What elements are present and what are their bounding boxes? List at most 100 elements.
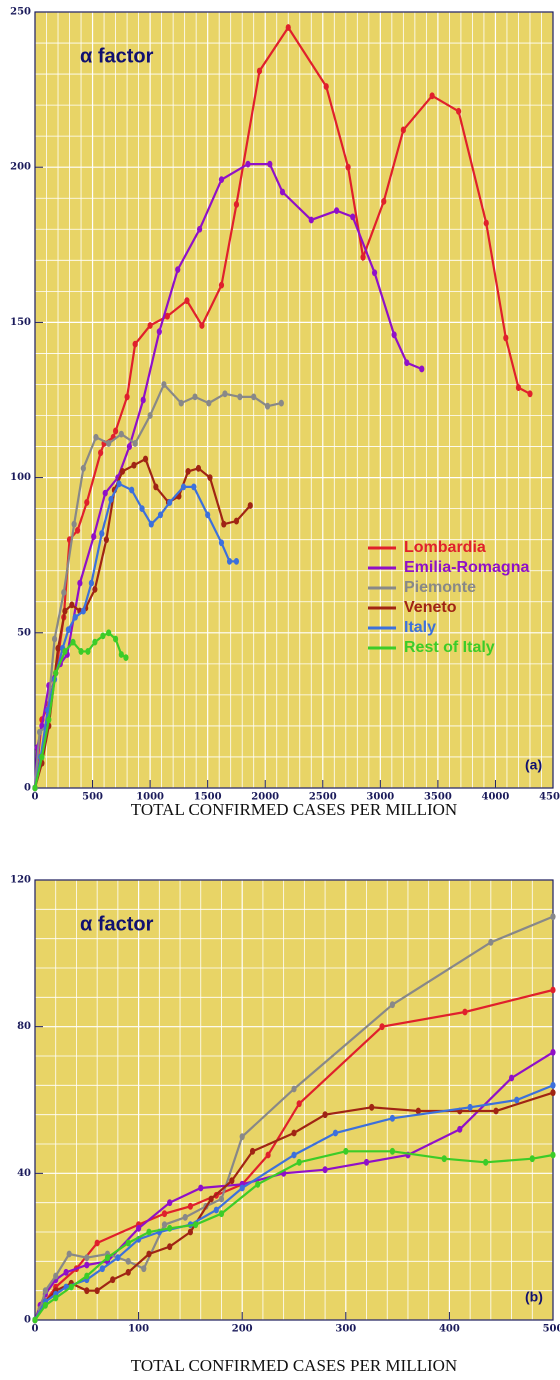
y-tick-label: 40 xyxy=(17,1168,31,1179)
point xyxy=(343,1147,349,1155)
legend-label: Piemonte xyxy=(404,579,476,596)
point xyxy=(92,638,98,646)
point xyxy=(74,526,81,534)
point xyxy=(222,390,228,398)
point xyxy=(147,322,153,329)
point xyxy=(467,1103,473,1111)
legend-label: Veneto xyxy=(404,599,457,616)
point xyxy=(251,393,257,401)
point xyxy=(141,1265,147,1273)
point xyxy=(42,1301,48,1309)
point xyxy=(389,1001,396,1009)
point xyxy=(187,1202,193,1210)
x-tick-label: 3500 xyxy=(424,792,452,803)
point xyxy=(197,225,203,233)
x-tick-label: 400 xyxy=(439,1324,460,1335)
point xyxy=(146,1250,152,1258)
x-tick-label: 3000 xyxy=(366,792,394,803)
point xyxy=(51,635,58,643)
point xyxy=(184,297,190,305)
x-axis-label: TOTAL CONFIRMED CASES PER MILLION xyxy=(131,1356,457,1375)
point xyxy=(285,24,291,31)
point xyxy=(156,328,162,336)
point xyxy=(245,160,251,168)
point xyxy=(46,716,52,724)
point xyxy=(104,1254,111,1262)
point xyxy=(185,467,191,475)
point xyxy=(39,753,45,761)
point xyxy=(69,601,75,609)
point xyxy=(379,1023,385,1031)
point xyxy=(333,207,340,215)
point xyxy=(118,430,124,438)
point xyxy=(106,440,112,447)
point xyxy=(65,626,71,634)
point xyxy=(205,511,211,519)
point xyxy=(279,188,286,196)
point xyxy=(78,648,84,655)
point xyxy=(99,1265,105,1273)
point xyxy=(199,322,205,329)
point xyxy=(322,1166,328,1174)
point xyxy=(132,440,138,447)
y-tick-label: 0 xyxy=(24,1315,31,1326)
point xyxy=(142,455,149,463)
x-axis-label: TOTAL CONFIRMED CASES PER MILLION xyxy=(131,800,457,819)
point xyxy=(323,83,329,90)
point xyxy=(147,412,153,419)
point xyxy=(369,1103,375,1111)
point xyxy=(350,213,356,221)
point xyxy=(191,483,197,491)
point xyxy=(99,530,105,537)
point xyxy=(360,253,366,261)
point xyxy=(70,638,76,646)
x-tick-label: 1000 xyxy=(136,792,164,803)
point xyxy=(112,635,119,643)
point xyxy=(118,651,124,658)
point xyxy=(115,1254,121,1262)
point xyxy=(218,176,225,184)
point xyxy=(291,1085,297,1093)
panel-label: (a) xyxy=(525,757,542,773)
point xyxy=(493,1107,499,1115)
point xyxy=(98,449,104,457)
point xyxy=(62,648,68,655)
point xyxy=(550,1081,556,1089)
point xyxy=(132,340,138,348)
point xyxy=(123,654,129,662)
point xyxy=(247,502,253,509)
point xyxy=(529,1155,535,1163)
point xyxy=(415,1107,421,1115)
point xyxy=(167,1224,173,1232)
point xyxy=(53,1272,59,1280)
point xyxy=(192,393,198,401)
point xyxy=(161,1210,168,1218)
point xyxy=(363,1158,370,1166)
point xyxy=(72,613,78,621)
point xyxy=(84,499,90,506)
point xyxy=(400,126,406,134)
y-tick-label: 50 xyxy=(17,627,31,638)
point xyxy=(66,1250,72,1258)
point xyxy=(164,312,170,320)
point xyxy=(146,1228,152,1236)
point xyxy=(233,558,240,565)
point xyxy=(527,390,533,398)
point xyxy=(94,1287,100,1295)
point xyxy=(389,1147,396,1155)
y-tick-label: 150 xyxy=(10,317,31,328)
x-tick-label: 1500 xyxy=(194,792,222,803)
point xyxy=(42,1287,48,1295)
point xyxy=(37,728,43,736)
point xyxy=(233,517,240,525)
point xyxy=(61,589,67,596)
legend-label: Rest of Italy xyxy=(404,639,495,656)
point xyxy=(206,399,212,407)
x-tick-label: 100 xyxy=(128,1324,149,1335)
point xyxy=(404,359,410,367)
point xyxy=(53,669,59,677)
point xyxy=(125,1268,131,1276)
point xyxy=(68,1283,74,1291)
point xyxy=(116,480,122,488)
point xyxy=(237,393,243,401)
